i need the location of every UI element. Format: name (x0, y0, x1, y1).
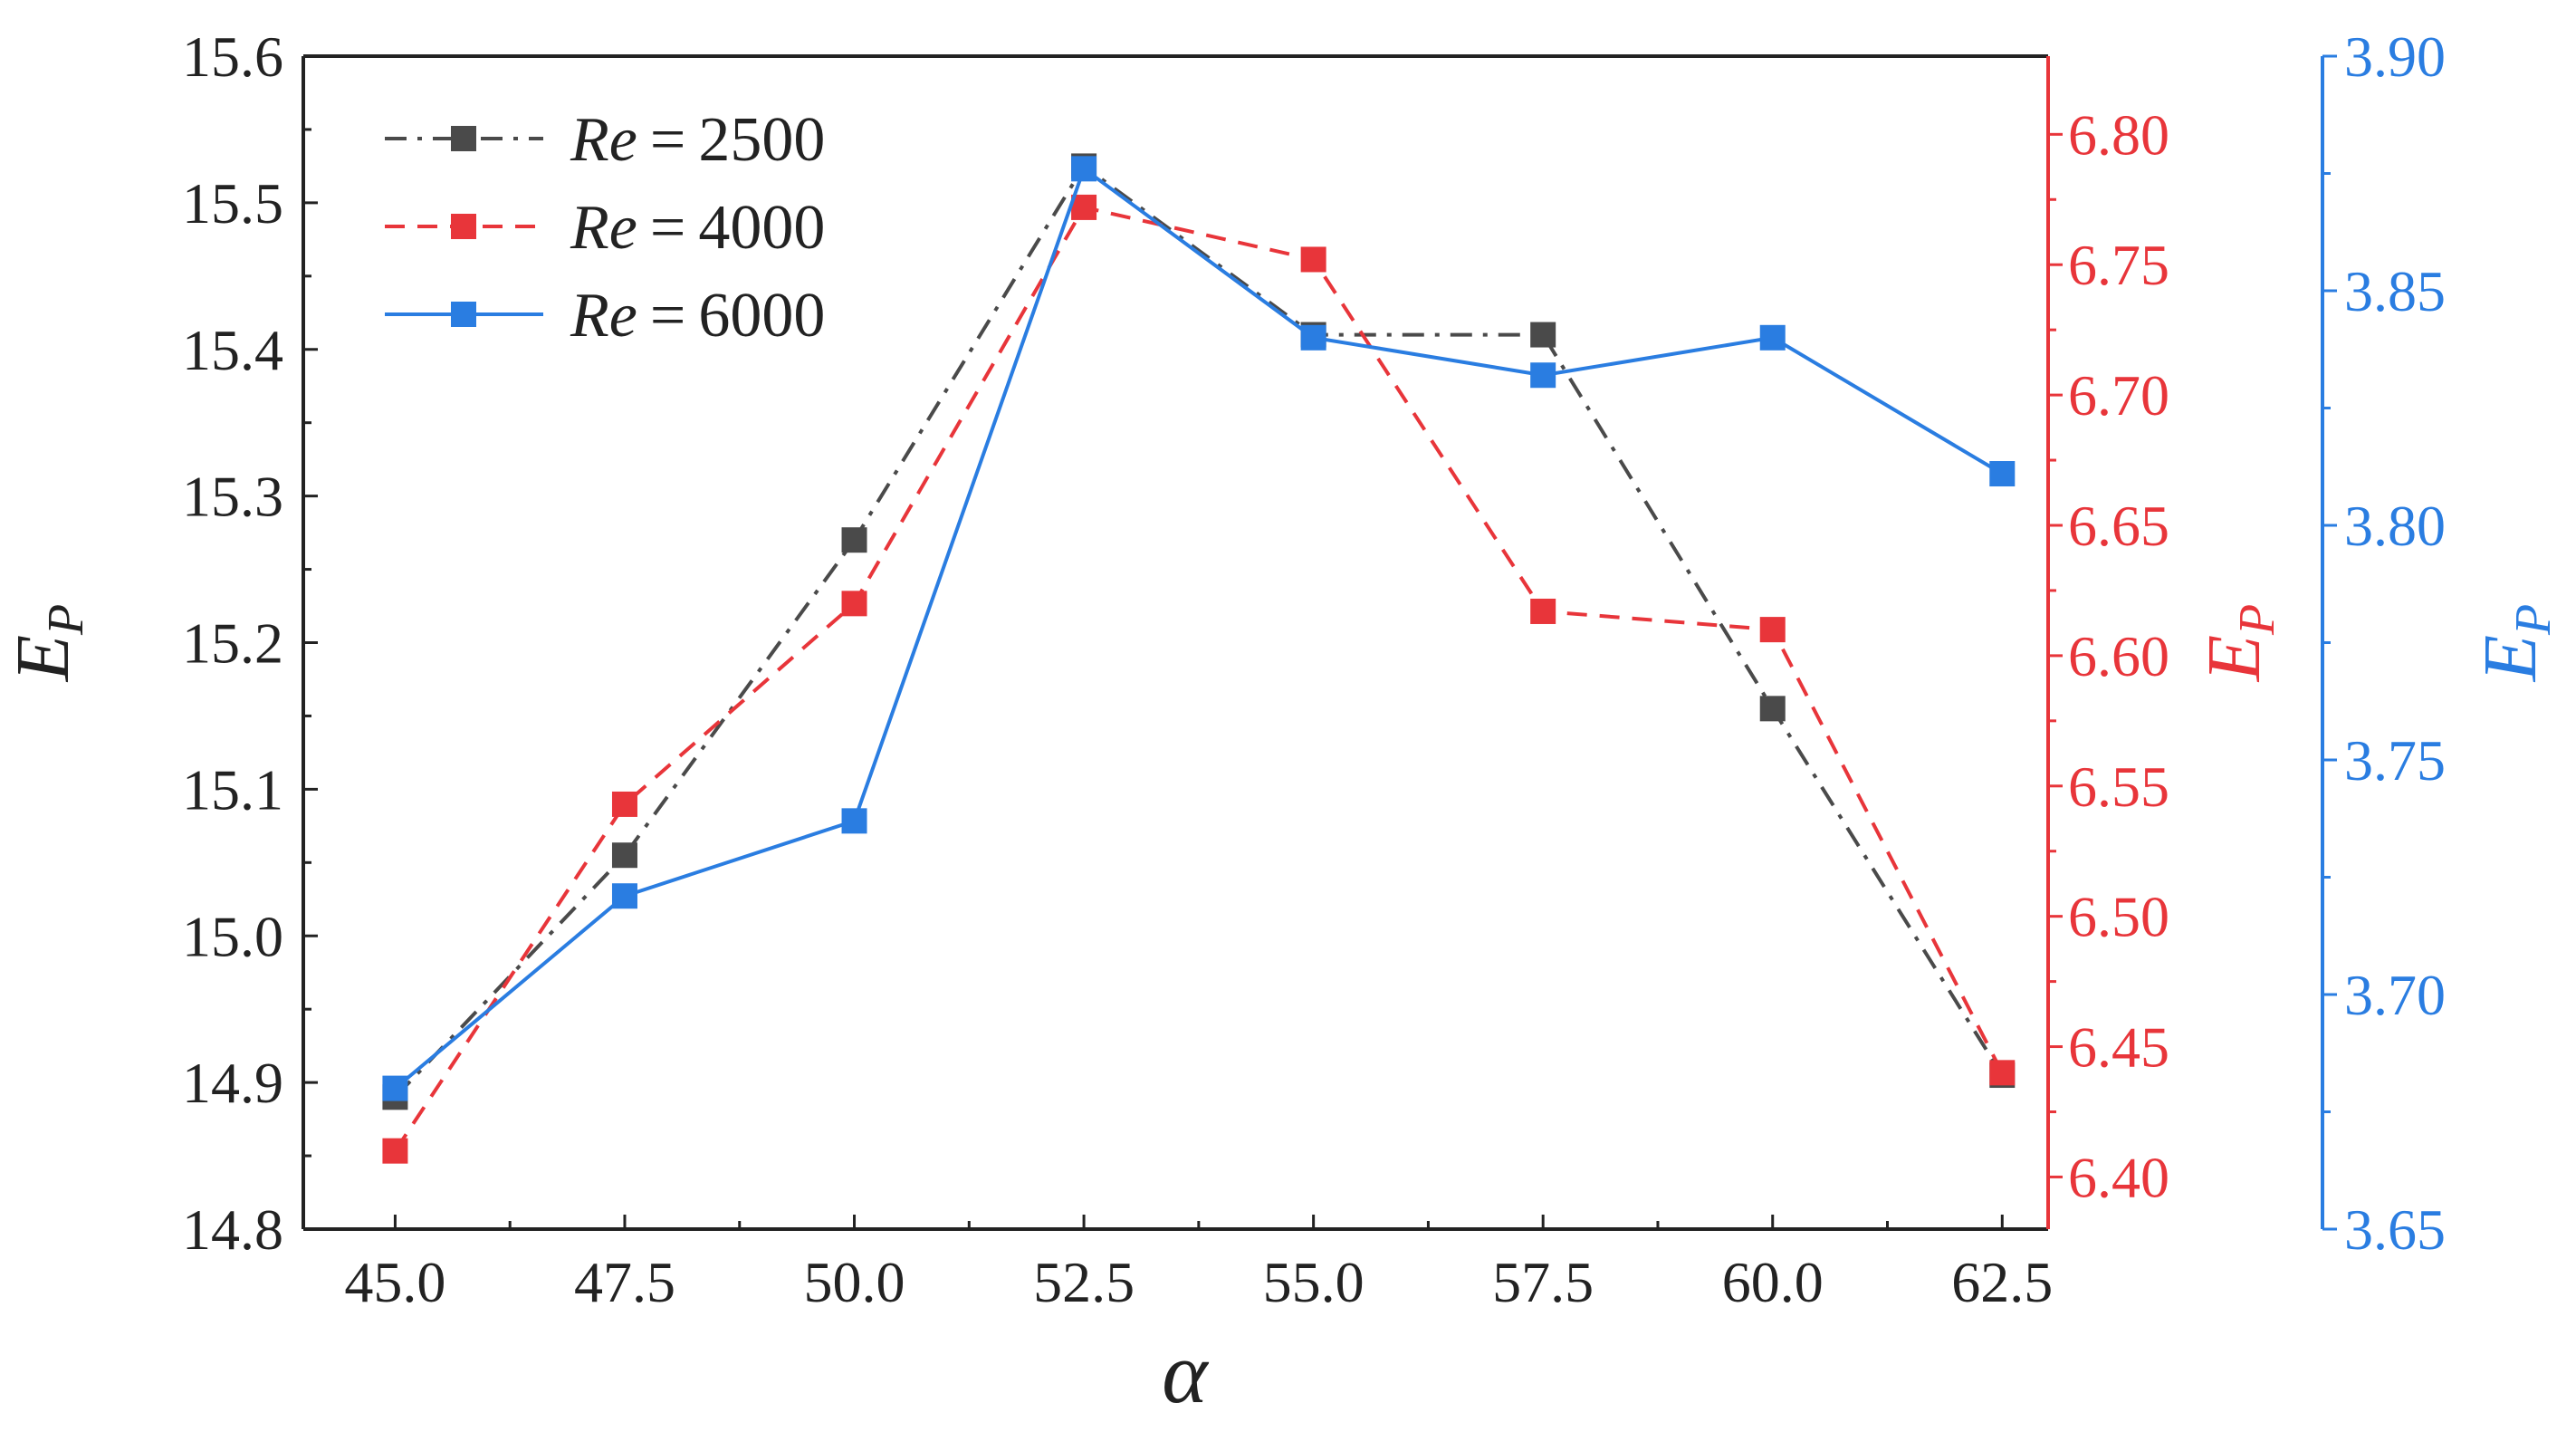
left-y-tick-label: 15.6 (182, 24, 283, 89)
right1-y-axis-title-main: E (2192, 635, 2276, 682)
x-tick-label: 45.0 (344, 1250, 445, 1314)
legend-value: 4000 (698, 193, 825, 263)
data-point (1530, 322, 1556, 348)
legend-value: 2500 (698, 105, 825, 175)
right1-y-tick-label: 6.75 (2068, 233, 2169, 297)
series-line-1 (393, 205, 2005, 1152)
series-line-0 (393, 163, 2004, 1099)
legend-value: 6000 (698, 281, 825, 351)
data-point (1759, 696, 1786, 722)
right2-y-axis-title: EP (2468, 604, 2562, 683)
axes-layer: 45.0 47.5 50.0 52.5 55.0 57.5 60.0 62.5 α 14.8 14.… (1, 24, 2562, 1421)
data-point (1759, 324, 1786, 351)
x-tick-label: 47.5 (574, 1250, 675, 1314)
data-point (611, 842, 637, 869)
left-y-tick-label: 15.2 (182, 611, 283, 676)
data-point (841, 527, 867, 553)
right1-y-tick-label: 6.45 (2068, 1015, 2169, 1080)
left-y-tick-label: 14.8 (182, 1197, 283, 1262)
right1-y-tick-label: 6.55 (2068, 754, 2169, 819)
left-y-axis-title: EP (1, 604, 94, 683)
x-tick-label: 50.0 (804, 1250, 905, 1314)
legend-variable: Re (570, 105, 637, 175)
data-point (1530, 362, 1556, 389)
right1-y-tick-label: 6.70 (2068, 363, 2169, 428)
data-point (611, 791, 637, 817)
legend-variable: Re (570, 193, 637, 263)
right1-y-axis-title: EP (2192, 604, 2285, 683)
left-y-tick-label: 15.4 (182, 318, 283, 382)
right2-y-tick-label: 3.75 (2344, 728, 2446, 793)
data-point (1071, 194, 1097, 220)
right1-y-tick-label: 6.80 (2068, 102, 2169, 167)
right2-y-tick-label: 3.80 (2344, 494, 2446, 558)
legend-entry-2: Re = 6000 (570, 281, 825, 351)
right2-y-axis-title-main: E (2468, 635, 2552, 682)
right2-y-tick-label: 3.70 (2344, 963, 2446, 1027)
data-point (1530, 598, 1556, 624)
legend-marker-0 (451, 126, 476, 151)
left-y-tick-label: 15.0 (182, 904, 283, 968)
left-y-tick-label: 15.3 (182, 465, 283, 529)
legend-equals: = (650, 193, 685, 263)
series-line-2 (394, 166, 2004, 1091)
left-y-tick-label: 14.9 (182, 1051, 283, 1115)
data-point (1071, 156, 1097, 182)
data-point (382, 1138, 408, 1164)
x-tick-label: 57.5 (1492, 1250, 1594, 1314)
data-point (382, 1075, 408, 1101)
legend-marker-1 (451, 214, 476, 239)
legend-variable: Re (570, 281, 637, 351)
left-y-axis-title-main: E (1, 635, 85, 682)
right1-y-axis-title-sub: P (2229, 604, 2285, 636)
x-tick-label: 60.0 (1722, 1250, 1824, 1314)
legend-entry-1: Re = 4000 (570, 193, 825, 263)
right1-y-tick-label: 6.50 (2068, 885, 2169, 949)
data-point (1759, 617, 1786, 643)
x-tick-label: 55.0 (1263, 1250, 1365, 1314)
data-point (1989, 1060, 2016, 1086)
left-y-tick-label: 15.5 (182, 171, 283, 235)
x-tick-label: 52.5 (1033, 1250, 1135, 1314)
x-axis-title: α (1162, 1324, 1209, 1421)
data-point (611, 883, 637, 909)
legend-equals: = (650, 281, 685, 351)
right2-y-tick-label: 3.65 (2344, 1197, 2446, 1262)
right1-y-tick-label: 6.65 (2068, 494, 2169, 558)
right2-y-axis-title-sub: P (2505, 604, 2562, 636)
right1-y-tick-label: 6.40 (2068, 1145, 2169, 1209)
right2-y-tick-label: 3.90 (2344, 24, 2446, 89)
data-point (1300, 246, 1326, 273)
legend-entry-0: Re = 2500 (570, 105, 825, 175)
right2-y-tick-label: 3.85 (2344, 259, 2446, 323)
left-y-tick-label: 15.1 (182, 757, 283, 822)
data-point (841, 808, 867, 834)
data-point (1300, 324, 1326, 351)
legend-marker-2 (451, 302, 476, 327)
data-point (1989, 461, 2016, 487)
right1-y-tick-label: 6.60 (2068, 624, 2169, 688)
data-point (841, 591, 867, 617)
x-tick-label: 62.5 (1951, 1250, 2053, 1314)
left-y-axis-title-sub: P (38, 604, 94, 636)
legend-equals: = (650, 105, 685, 175)
series-layer (382, 153, 2016, 1164)
